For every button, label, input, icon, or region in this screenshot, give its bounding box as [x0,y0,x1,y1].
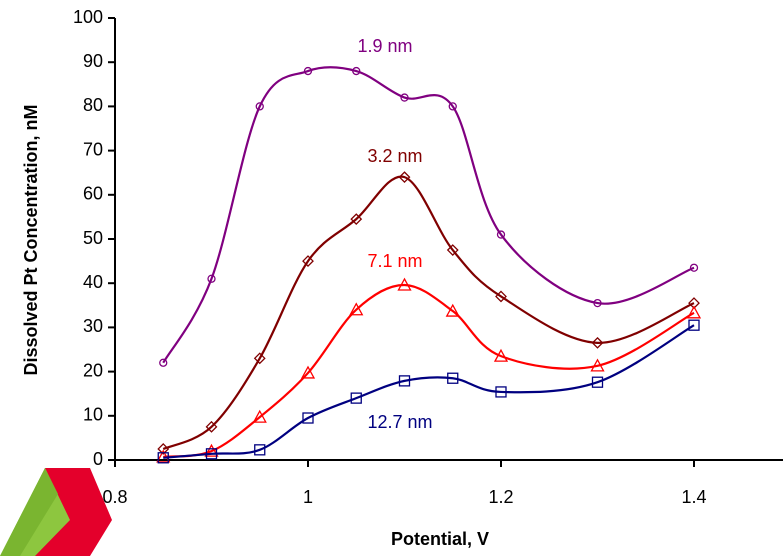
marker [254,444,266,456]
x-tick-label: 0.8 [102,487,127,507]
y-tick-label: 30 [83,316,103,336]
y-tick-label: 80 [83,95,103,115]
series-label: 12.7 nm [367,412,432,432]
series-line [162,175,695,450]
marker [590,358,605,372]
marker [398,375,411,387]
marker [686,305,702,319]
y-tick-label: 100 [73,7,103,27]
marker [303,66,313,76]
logo-right [35,468,112,556]
marker [689,263,699,272]
x-tick-label: 1.2 [488,487,513,507]
marker [495,290,507,303]
marker [157,452,169,464]
series-line [163,324,695,459]
marker [156,449,171,463]
marker [207,274,216,283]
marker [302,255,314,268]
marker [445,303,460,317]
marker [205,420,218,433]
y-tick-label: 20 [83,360,103,380]
marker [591,376,604,388]
logo-shade [0,468,58,556]
marker [302,412,314,424]
marker [448,102,457,111]
x-axis-title: Potential, V [391,529,489,549]
marker [300,365,316,379]
marker [688,319,700,331]
series-label: 1.9 nm [357,36,412,56]
series-label: 3.2 nm [367,146,422,166]
y-tick-label: 40 [83,272,103,292]
marker [398,171,411,184]
marker [397,277,412,291]
marker [253,352,266,365]
series-label: 7.1 nm [367,251,422,271]
x-tick-label: 1 [303,487,313,507]
y-tick-label: 50 [83,228,103,248]
marker [593,298,602,308]
y-axis-title: Dissolved Pt Concentration, nM [21,104,41,375]
series-line [162,66,695,364]
marker [157,443,170,455]
marker [255,102,264,111]
marker [591,336,604,349]
marker [252,409,267,423]
series-line [163,283,695,459]
marker [159,358,168,367]
y-tick-label: 10 [83,405,103,425]
marker [493,348,509,362]
marker [495,386,507,398]
marker [205,448,218,460]
y-tick-label: 60 [83,184,103,204]
marker [400,93,409,102]
marker [349,302,364,316]
x-tick-label: 1.4 [681,487,706,507]
y-tick-label: 70 [83,139,103,159]
y-tick-label: 0 [93,449,103,469]
y-tick-label: 90 [83,51,103,71]
marker [204,443,219,457]
marker [350,213,363,226]
marker [447,372,459,384]
marker [496,230,506,239]
marker [350,392,362,404]
marker [352,66,361,76]
marker [446,244,459,256]
